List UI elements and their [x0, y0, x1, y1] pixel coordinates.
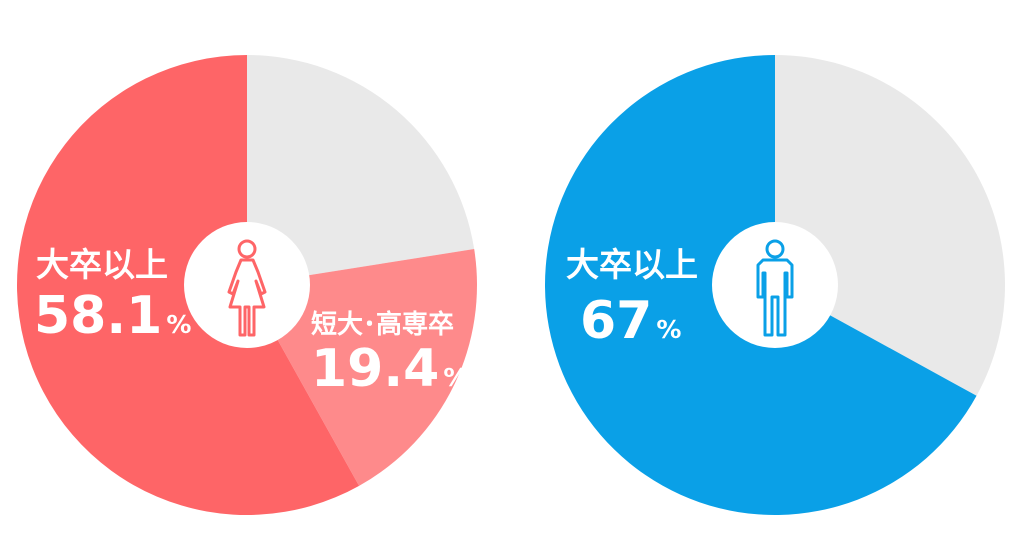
- slice-value-univ: 58.1%: [34, 286, 191, 346]
- slice-label-univ: 大卒以上: [36, 245, 168, 284]
- slice-value-univ-unit: %: [166, 310, 191, 339]
- male-icon: [756, 239, 794, 337]
- female-icon: [227, 239, 267, 337]
- pie-chart-female: 大卒以上 58.1% 短大･高専卒 19.4%: [17, 55, 477, 515]
- slice-value-univ-number: 67: [580, 291, 652, 351]
- slice-value-junior-unit: %: [443, 363, 468, 392]
- slice-value-univ-unit: %: [656, 315, 681, 344]
- slice-value-junior-number: 19.4: [311, 339, 439, 399]
- center-circle: [184, 222, 310, 348]
- slice-value-junior: 19.4%: [311, 339, 468, 399]
- pie-slice-2: [247, 55, 475, 285]
- slice-value-univ: 67%: [580, 291, 681, 351]
- slice-label-univ: 大卒以上: [566, 245, 698, 284]
- center-circle: [712, 222, 838, 348]
- pie-chart-male: 大卒以上 67%: [545, 54, 1005, 515]
- slice-label-junior: 短大･高専卒: [311, 309, 454, 340]
- slice-value-univ-number: 58.1: [34, 286, 162, 346]
